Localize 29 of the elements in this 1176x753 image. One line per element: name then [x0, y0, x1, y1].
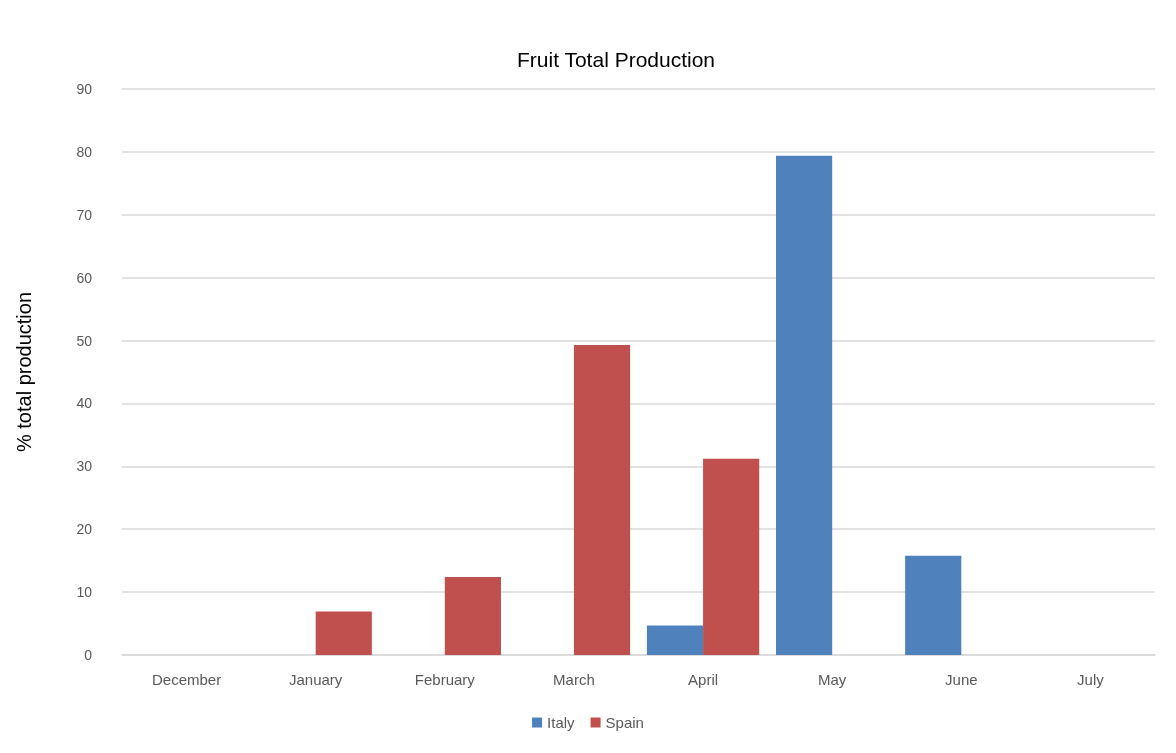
y-tick-label: 40 [76, 395, 93, 412]
bar [703, 458, 760, 655]
y-tick-label: 0 [84, 647, 93, 663]
y-tick-label: 10 [76, 584, 93, 601]
bar [315, 611, 372, 655]
legend-label: Spain [605, 714, 644, 731]
x-tick-label: January [289, 671, 343, 688]
x-tick-label: April [688, 671, 719, 688]
x-tick-label: March [553, 671, 595, 688]
legend-label: Italy [547, 714, 576, 731]
y-tick-label: 50 [76, 332, 93, 349]
chart-title: Fruit Total Production [516, 48, 716, 71]
y-tick-label: 20 [76, 521, 93, 538]
y-tick-label: 70 [76, 206, 93, 223]
bar [776, 155, 833, 655]
x-tick-label: December [151, 671, 222, 688]
x-tick-label: July [1077, 671, 1105, 688]
y-axis-title: % total production [13, 291, 35, 453]
bar [444, 577, 501, 655]
bar [573, 344, 631, 655]
y-tick-label: 90 [76, 81, 93, 97]
bar [646, 625, 704, 655]
y-tick-label: 80 [76, 143, 93, 160]
x-tick-label: June [945, 671, 978, 688]
y-tick-label: 30 [76, 458, 93, 475]
bar [905, 555, 962, 655]
y-tick-label: 60 [76, 269, 93, 286]
x-tick-label: February [414, 671, 476, 688]
x-tick-label: May [818, 671, 847, 688]
